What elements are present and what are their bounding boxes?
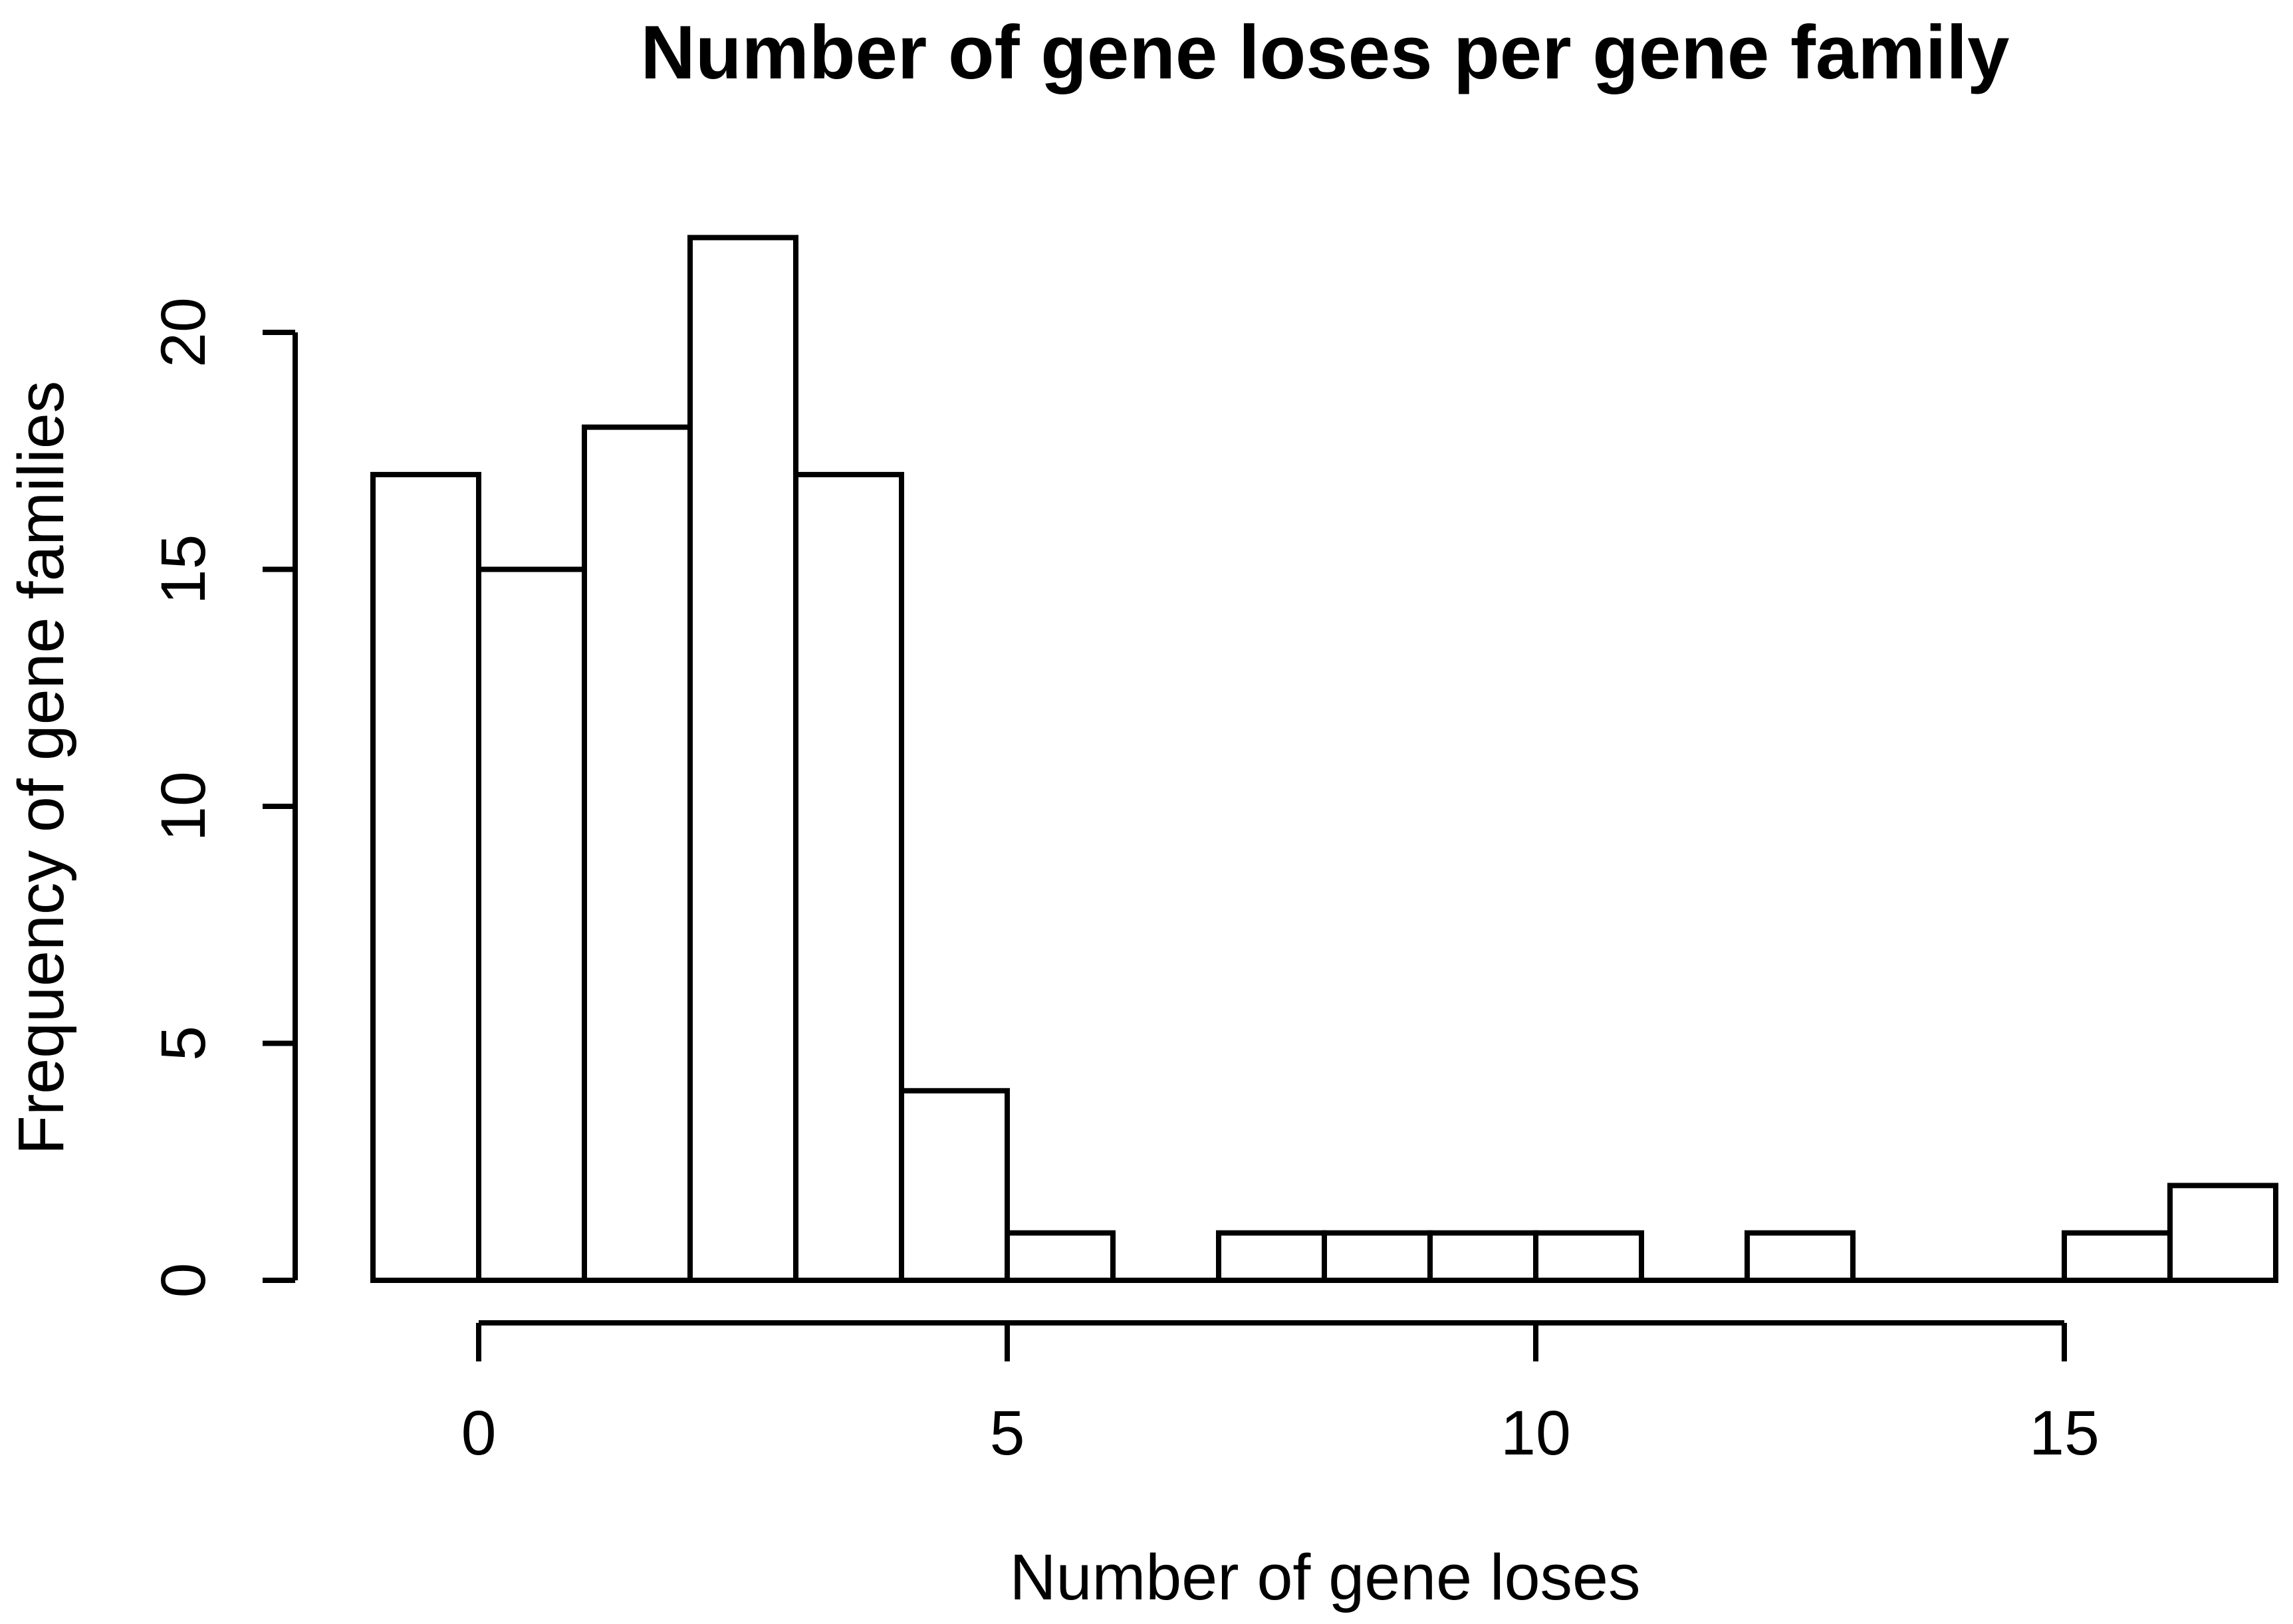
x-tick-label: 10: [1501, 1398, 1571, 1468]
bars-layer: [370, 235, 2278, 1284]
histogram-bar: [2062, 1230, 2173, 1283]
histogram-bar: [899, 1088, 1010, 1284]
histogram-bar: [582, 424, 693, 1283]
chart-title: Number of gene loses per gene family: [641, 11, 2010, 95]
y-tick-label: 0: [148, 1263, 219, 1298]
axes-layer: 0 5 10 15 20 0 5 10 15: [148, 297, 2100, 1468]
x-tick-label: 0: [461, 1398, 497, 1468]
histogram-bar: [1427, 1230, 1538, 1283]
histogram-bar: [687, 235, 798, 1283]
histogram-bar: [1216, 1230, 1327, 1283]
histogram-bar: [1533, 1230, 1644, 1283]
x-tick-label: 5: [990, 1398, 1025, 1468]
histogram-bar: [793, 471, 904, 1283]
y-tick-label: 5: [148, 1026, 219, 1061]
histogram-bar: [370, 471, 481, 1283]
histogram-bar: [476, 566, 587, 1283]
x-axis-label: Number of gene loses: [1010, 1541, 1641, 1613]
y-axis-label: Frequency of gene families: [5, 381, 77, 1155]
x-tick-label: 15: [2029, 1398, 2100, 1468]
histogram-bar: [1005, 1230, 1116, 1283]
histogram-bar: [2167, 1183, 2278, 1284]
y-tick-label: 20: [148, 297, 219, 368]
histogram-bar: [1745, 1230, 1856, 1283]
histogram-bar: [1322, 1230, 1433, 1283]
y-tick-label: 15: [148, 534, 219, 605]
y-tick-label: 10: [148, 771, 219, 842]
